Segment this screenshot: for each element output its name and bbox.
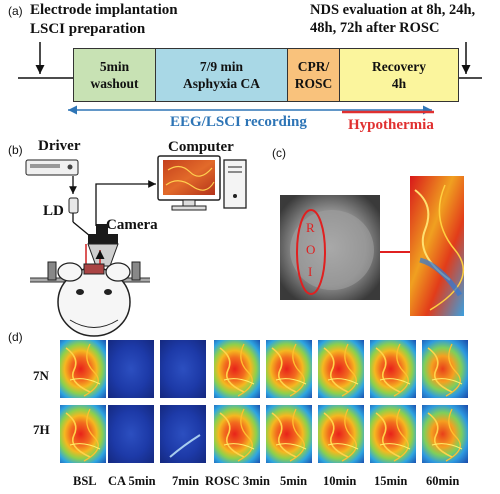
- col-label-10min: 10min: [323, 474, 357, 488]
- camera-label: Camera: [106, 217, 158, 233]
- segment-cpr-line-1: CPR/: [297, 59, 330, 74]
- panel-a-label: (a): [8, 4, 23, 18]
- lsci-tile: [108, 405, 154, 463]
- panel-b-label: (b): [8, 143, 23, 157]
- rat-illustration: [30, 261, 150, 337]
- panel-c-label: (c): [272, 146, 286, 160]
- segment-recovery-line-2: 4h: [391, 76, 407, 91]
- lsci-tile: [266, 405, 312, 463]
- computer-monitor: [157, 155, 221, 211]
- nds-note-line-1: NDS evaluation at 8h, 24h,: [310, 2, 476, 18]
- driver-device: [25, 159, 79, 176]
- prep-note-line-2: LSCI preparation: [30, 21, 146, 37]
- panel-d-label: (d): [8, 330, 23, 344]
- nds-note: NDS evaluation at 8h, 24h, 48h, 72h afte…: [310, 1, 475, 37]
- col-label-bsl: BSL: [73, 474, 97, 488]
- lsci-tile: [318, 340, 364, 398]
- row-label-7h: 7H: [33, 422, 50, 437]
- lsci-tile: [266, 340, 312, 398]
- col-label-rosc3: ROSC 3min: [205, 474, 270, 488]
- row-label-7n: 7N: [33, 368, 49, 383]
- computer-tower: [223, 159, 247, 209]
- nds-note-line-2: 48h, 72h after ROSC: [310, 20, 440, 36]
- camera-device: [87, 224, 119, 267]
- recording-label: EEG/LSCI recording: [170, 114, 307, 130]
- laser-diode: [68, 197, 79, 214]
- lsci-tile: [214, 405, 260, 463]
- col-label-5min: 5min: [280, 474, 308, 488]
- roi-letter-i: I: [308, 264, 313, 279]
- lsci-tile: [108, 340, 154, 398]
- lsci-tile: [370, 405, 416, 463]
- lsci-tile: [318, 405, 364, 463]
- lsci-tile: [214, 340, 260, 398]
- lsci-tile: [60, 340, 106, 398]
- lsci-tile: [160, 340, 206, 398]
- roi-figure: [280, 176, 464, 316]
- computer-label: Computer: [168, 139, 234, 155]
- roi-ellipse: [296, 209, 326, 295]
- roi-heatmap: [410, 176, 464, 316]
- segment-cpr-rosc: CPR/ ROSC: [287, 48, 340, 102]
- segment-washout-line-1: 5min: [99, 59, 130, 74]
- lsci-tile: [422, 340, 468, 398]
- segment-washout-line-2: washout: [90, 76, 139, 91]
- segment-asphyxia: 7/9 min Asphyxia CA: [155, 48, 288, 102]
- prep-note-line-1: Electrode implantation: [30, 2, 178, 18]
- segment-cpr-line-2: ROSC: [294, 76, 333, 91]
- segment-recovery-line-1: Recovery: [372, 59, 426, 74]
- lsci-tile: [60, 405, 106, 463]
- segment-washout: 5min washout: [73, 48, 156, 102]
- col-label-7min: 7min: [172, 474, 200, 488]
- roi-letter-o: O: [306, 242, 316, 257]
- col-label-ca5: CA 5min: [108, 474, 156, 488]
- lsci-tile: [370, 340, 416, 398]
- hypothermia-label: Hypothermia: [348, 117, 434, 133]
- segment-recovery: Recovery 4h: [339, 48, 459, 102]
- lsci-tile: [422, 405, 468, 463]
- segment-asphyxia-line-2: Asphyxia CA: [183, 76, 260, 91]
- driver-label: Driver: [38, 138, 81, 154]
- lsci-tile: [160, 405, 206, 463]
- ld-label: LD: [43, 203, 64, 219]
- col-label-15min: 15min: [374, 474, 408, 488]
- roi-letter-r: R: [306, 220, 315, 235]
- col-label-60min: 60min: [426, 474, 460, 488]
- setup-illustration: [25, 155, 247, 337]
- segment-asphyxia-line-1: 7/9 min: [199, 59, 244, 74]
- prep-note: Electrode implantation LSCI preparation: [30, 1, 178, 39]
